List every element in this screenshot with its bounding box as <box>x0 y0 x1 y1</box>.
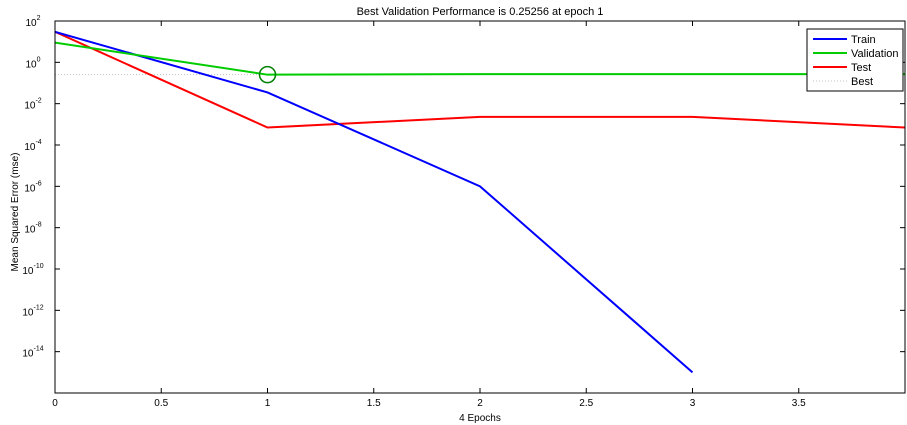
y-axis-label: Mean Squared Error (mse) <box>10 153 21 272</box>
x-tick-label: 3.5 <box>792 398 806 409</box>
x-tick-label: 1 <box>265 398 271 409</box>
x-tick-label: 0 <box>52 398 58 409</box>
y-tick-label: 10-6 <box>24 180 41 194</box>
y-tick-label: 100 <box>25 56 40 70</box>
x-tick-label: 1.5 <box>367 398 381 409</box>
legend-label-test: Test <box>851 62 871 74</box>
y-tick-label: 10-4 <box>24 139 41 153</box>
y-tick-label: 102 <box>25 15 40 29</box>
legend-label-train: Train <box>851 34 876 46</box>
y-tick-label: 10-14 <box>22 346 43 360</box>
x-axis-label: 4 Epochs <box>459 413 501 424</box>
y-tick-label: 10-8 <box>24 222 41 236</box>
chart-title: Best Validation Performance is 0.25256 a… <box>357 6 604 18</box>
plot-background <box>55 21 905 393</box>
best-epoch-marker <box>258 65 277 84</box>
x-tick-label: 2 <box>477 398 483 409</box>
legend-label-validation: Validation <box>851 48 899 60</box>
x-tick-label: 3 <box>690 398 696 409</box>
series-line-validation <box>55 41 905 76</box>
series-line-train <box>55 30 694 374</box>
y-tick-label: 10-2 <box>24 98 41 112</box>
x-tick-label: 2.5 <box>579 398 593 409</box>
legend-label-best: Best <box>851 76 873 88</box>
y-tick-label: 10-10 <box>22 263 43 277</box>
series-line-test <box>55 30 905 129</box>
plot-area: 0 0.5 1 1.5 2 2.5 3 3.5 102 100 10-2 10-4 10-6 10-8 10… <box>22 15 906 409</box>
legend: Train Validation Test Best <box>806 28 904 92</box>
x-tick-label: 0.5 <box>154 398 168 409</box>
y-tick-label: 10-12 <box>22 304 43 318</box>
